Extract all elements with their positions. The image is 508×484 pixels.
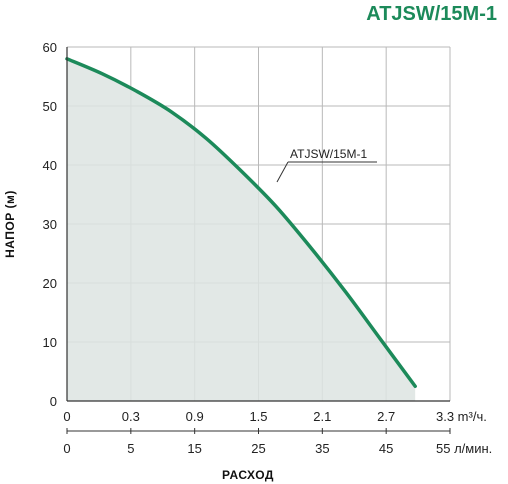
y-tick-label: 60 [43,40,57,55]
y-tick-label: 30 [43,217,57,232]
x-tick-label-m3h: 0 [63,409,70,424]
x-tick-label-m3h: 3.3 m³/ч. [436,409,487,424]
series-annotation-label: ATJSW/15M-1 [290,147,367,161]
x-tick-label-m3h: 0.9 [186,409,204,424]
x-tick-label-m3h: 0.3 [122,409,140,424]
axes [66,47,451,434]
series-annotation-leader [276,161,289,183]
curve-fill-area [67,58,416,402]
y-tick-labels: 0 10 20 30 40 50 60 [43,40,57,409]
x-tick-labels-m3h: 0 0.3 0.9 1.5 2.1 2.7 3.3 m³/ч. [63,409,486,424]
x-tick-label-m3h: 1.5 [249,409,267,424]
y-tick-label: 10 [43,335,57,350]
x-axis-title: РАСХОД [222,468,274,482]
y-tick-label: 20 [43,276,57,291]
x-tick-labels-lmin: 0 5 15 25 35 45 55 л/мин. [63,441,492,456]
y-axis-title: НАПОР (м) [3,190,17,258]
x-tick-label-m3h: 2.1 [313,409,331,424]
x-tick-label-lmin: 25 [251,441,265,456]
x-tick-label-lmin: 0 [63,441,70,456]
chart-title: ATJSW/15M-1 [366,3,497,25]
y-tick-label: 50 [43,99,57,114]
x-tick-label-lmin: 5 [127,441,134,456]
x-tick-label-m3h: 2.7 [377,409,395,424]
x-tick-label-lmin: 55 л/мин. [436,441,492,456]
x-tick-label-lmin: 35 [315,441,329,456]
y-tick-label: 0 [50,394,57,409]
x-tick-label-lmin: 15 [187,441,201,456]
y-tick-label: 40 [43,158,57,173]
series-line-atjsw-15m-1 [65,57,417,388]
x-tick-label-lmin: 45 [379,441,393,456]
